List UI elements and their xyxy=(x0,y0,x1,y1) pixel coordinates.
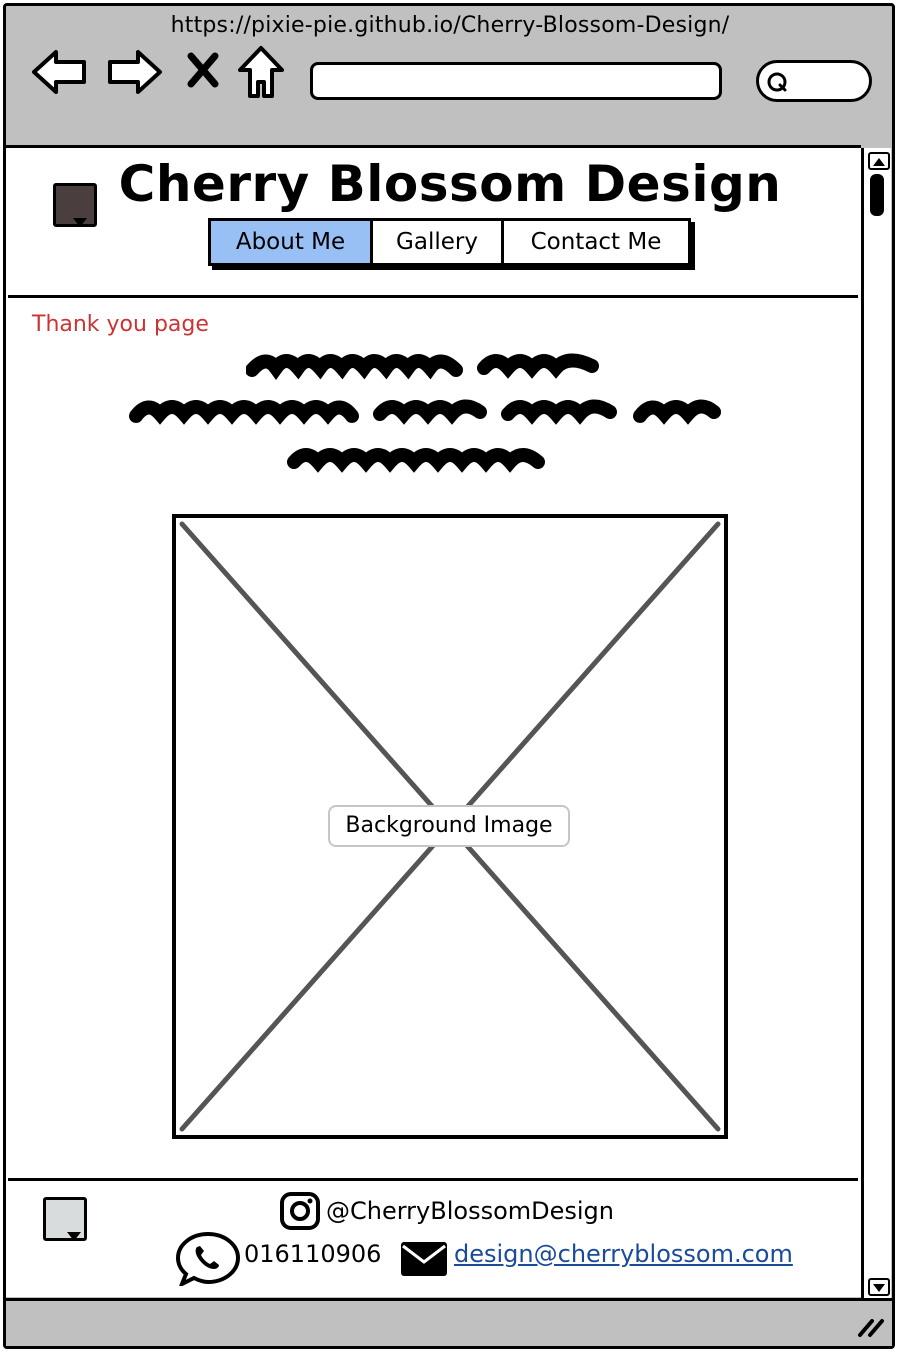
footer-divider xyxy=(8,1178,858,1181)
instagram-handle[interactable]: @CherryBlossomDesign xyxy=(326,1197,614,1225)
back-arrow-icon[interactable] xyxy=(30,46,90,98)
home-icon[interactable] xyxy=(236,44,286,100)
phone-number: 016110906 xyxy=(244,1240,382,1268)
scroll-thumb[interactable] xyxy=(870,174,884,216)
header-divider xyxy=(8,295,858,298)
stop-x-icon[interactable] xyxy=(186,52,220,88)
status-bar xyxy=(6,1298,892,1346)
whatsapp-icon[interactable] xyxy=(174,1230,242,1286)
site-title: Cherry Blossom Design xyxy=(118,155,782,213)
instagram-icon[interactable] xyxy=(279,1191,321,1231)
caret-down-icon xyxy=(73,218,87,227)
triangle-up-icon xyxy=(873,158,885,166)
resize-grip-icon[interactable] xyxy=(856,1315,886,1339)
redacted-heading-line-1 xyxy=(246,353,599,381)
email-link[interactable]: design@cherryblossom.com xyxy=(454,1240,793,1268)
page-url: https://pixie-pie.github.io/Cherry-Bloss… xyxy=(170,13,730,38)
envelope-icon xyxy=(401,1242,447,1276)
nav-tab-about[interactable]: About Me xyxy=(211,221,373,263)
redacted-heading-line-2 xyxy=(129,399,721,425)
scroll-up-button[interactable] xyxy=(868,152,890,170)
forward-arrow-icon[interactable] xyxy=(104,46,164,98)
nav-tab-gallery[interactable]: Gallery xyxy=(373,221,504,263)
search-box[interactable] xyxy=(756,60,872,102)
search-icon xyxy=(767,72,787,92)
redacted-heading-line-3 xyxy=(287,448,545,473)
vertical-scrollbar[interactable] xyxy=(861,148,891,1298)
address-bar[interactable] xyxy=(310,62,722,100)
scroll-down-button[interactable] xyxy=(868,1278,890,1296)
logo-placeholder xyxy=(53,183,97,227)
caret-down-icon xyxy=(67,1232,81,1241)
page-annotation: Thank you page xyxy=(32,312,209,337)
nav-tab-contact[interactable]: Contact Me xyxy=(530,229,662,255)
footer-logo-placeholder xyxy=(43,1197,87,1241)
image-label: Background Image xyxy=(328,805,570,847)
triangle-down-icon xyxy=(873,1284,885,1292)
main-nav: About Me Gallery Contact Me xyxy=(208,218,691,266)
